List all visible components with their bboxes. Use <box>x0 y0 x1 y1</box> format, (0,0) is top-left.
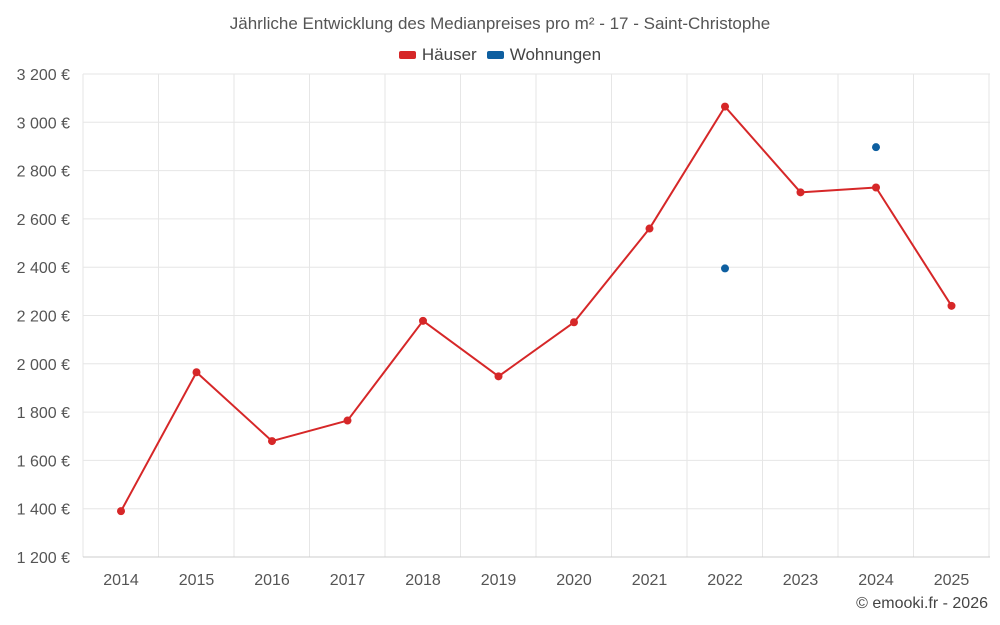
data-point-0-2019[interactable] <box>494 372 503 381</box>
y-tick-label: 2 200 € <box>17 309 70 326</box>
data-point-0-2017[interactable] <box>343 416 352 425</box>
x-tick-label: 2017 <box>330 572 366 589</box>
legend-swatch-apartments <box>486 51 504 59</box>
y-tick-label: 1 800 € <box>17 405 70 422</box>
x-tick-label: 2016 <box>254 572 290 589</box>
legend-label-houses: Häuser <box>421 45 477 64</box>
x-tick-label: 2022 <box>707 572 743 589</box>
legend: Häuser Wohnungen <box>0 45 1000 65</box>
data-point-0-2015[interactable] <box>192 368 201 377</box>
x-tick-label: 2024 <box>858 572 894 589</box>
y-tick-label: 1 600 € <box>17 453 70 470</box>
legend-item-apartments[interactable]: Wohnungen <box>486 45 602 65</box>
data-point-0-2020[interactable] <box>570 318 578 327</box>
data-point-0-2025[interactable] <box>947 301 956 310</box>
y-tick-label: 2 600 € <box>17 212 70 229</box>
x-tick-label: 2020 <box>556 572 592 589</box>
y-tick-label: 2 800 € <box>17 164 70 181</box>
x-tick-label: 2015 <box>179 572 215 589</box>
x-tick-label: 2025 <box>934 572 970 589</box>
y-tick-label: 3 000 € <box>17 115 70 132</box>
y-tick-label: 2 000 € <box>17 357 70 374</box>
data-point-0-2018[interactable] <box>419 316 427 325</box>
data-point-0-2021[interactable] <box>645 224 654 233</box>
data-point-0-2016[interactable] <box>268 437 276 446</box>
data-point-1-2024[interactable] <box>872 143 880 152</box>
data-point-0-2022[interactable] <box>721 102 729 111</box>
x-tick-label: 2023 <box>783 572 819 589</box>
x-tick-label: 2021 <box>632 572 668 589</box>
y-tick-label: 2 400 € <box>17 260 70 277</box>
legend-label-apartments: Wohnungen <box>509 45 602 64</box>
y-tick-label: 1 200 € <box>17 550 70 567</box>
data-point-0-2024[interactable] <box>872 183 880 192</box>
chart-title: Jährliche Entwicklung des Medianpreises … <box>229 14 771 33</box>
y-tick-label: 1 400 € <box>17 502 70 519</box>
y-tick-label: 3 200 € <box>17 67 70 84</box>
series-line-0 <box>120 105 953 512</box>
data-point-1-2022[interactable] <box>721 264 729 273</box>
x-tick-label: 2014 <box>103 572 139 589</box>
data-point-0-2014[interactable] <box>117 507 125 516</box>
credit-text: © emooki.fr - 2026 <box>856 595 988 612</box>
data-point-0-2023[interactable] <box>796 188 805 197</box>
x-tick-label: 2019 <box>481 572 517 589</box>
legend-swatch-houses <box>398 51 416 59</box>
x-tick-label: 2018 <box>405 572 441 589</box>
legend-item-houses[interactable]: Häuser <box>398 45 477 65</box>
